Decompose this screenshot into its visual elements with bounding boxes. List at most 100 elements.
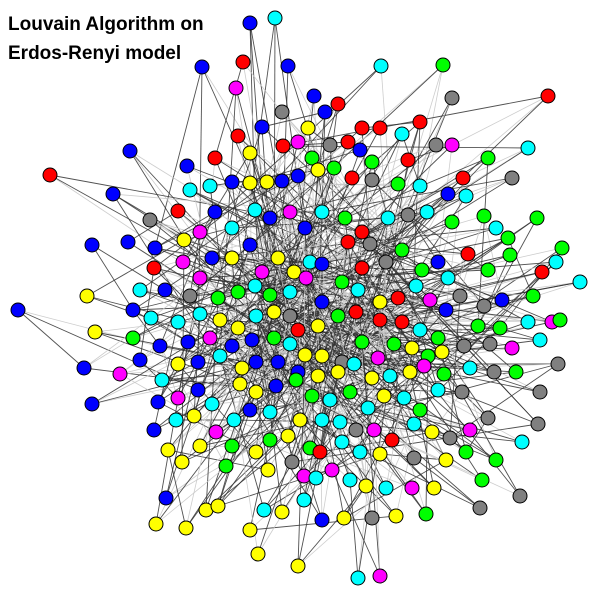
- node-blue: [190, 382, 206, 398]
- edge-intra: [219, 355, 265, 511]
- edge-inter: [337, 267, 363, 317]
- node-yellow: [426, 480, 442, 496]
- node-magenta: [370, 350, 386, 366]
- node-blue: [254, 119, 270, 135]
- node-blue: [262, 210, 278, 226]
- edge-intra: [321, 419, 397, 517]
- node-yellow: [192, 438, 208, 454]
- edge-intra: [415, 285, 461, 297]
- edge-inter: [415, 285, 534, 297]
- edge-intra: [261, 126, 279, 363]
- node-cyan: [212, 348, 228, 364]
- node-green: [330, 308, 346, 324]
- node-yellow: [250, 546, 266, 562]
- node-green: [326, 160, 342, 176]
- node-yellow: [260, 462, 276, 478]
- node-magenta: [504, 340, 520, 356]
- node-green: [436, 366, 452, 382]
- node-magenta: [324, 462, 340, 478]
- node-layer: [10, 10, 588, 586]
- node-green: [266, 330, 282, 346]
- node-green: [502, 247, 518, 263]
- node-cyan: [380, 210, 396, 226]
- edge-intra: [357, 375, 391, 579]
- node-cyan: [256, 502, 272, 518]
- edge-intra: [17, 309, 85, 369]
- node-green: [364, 154, 380, 170]
- node-magenta: [444, 137, 460, 153]
- node-cyan: [296, 492, 312, 508]
- node-yellow: [310, 368, 326, 384]
- node-green: [224, 438, 240, 454]
- node-blue: [158, 490, 174, 506]
- node-cyan: [406, 416, 422, 432]
- node-green: [480, 262, 496, 278]
- node-cyan: [462, 360, 478, 376]
- edge-intra: [231, 181, 253, 341]
- node-blue: [280, 58, 296, 74]
- node-yellow: [248, 444, 264, 460]
- edge-intra: [154, 211, 216, 249]
- node-magenta: [298, 270, 314, 286]
- node-blue: [317, 104, 333, 120]
- edge-intra: [249, 244, 363, 343]
- node-green: [508, 364, 524, 380]
- node-red: [312, 444, 328, 460]
- edge-intra: [205, 377, 373, 511]
- node-gray: [406, 450, 422, 466]
- node-yellow: [330, 364, 346, 380]
- edge-intra: [297, 354, 306, 567]
- node-cyan: [247, 278, 263, 294]
- node-magenta: [228, 80, 244, 96]
- node-red: [455, 170, 471, 186]
- node-blue: [314, 512, 330, 528]
- node-gray: [362, 236, 378, 252]
- edge-inter: [429, 299, 497, 461]
- node-blue: [248, 354, 264, 370]
- edge-intra: [153, 181, 268, 269]
- edge-intra: [304, 354, 481, 509]
- node-magenta: [282, 204, 298, 220]
- node-green: [444, 214, 460, 230]
- node-blue: [242, 402, 258, 418]
- edge-intra: [165, 361, 199, 499]
- edge-inter: [361, 267, 471, 369]
- edge-inter: [269, 64, 444, 219]
- node-blue: [76, 360, 92, 376]
- node-blue: [10, 302, 26, 318]
- node-yellow: [300, 120, 316, 136]
- node-red: [275, 138, 291, 154]
- node-green: [337, 210, 353, 226]
- node-cyan: [548, 254, 564, 270]
- node-red: [390, 290, 406, 306]
- node-magenta: [366, 422, 382, 438]
- edge-intra: [379, 301, 443, 353]
- edge-intra: [281, 180, 359, 291]
- node-cyan: [352, 444, 368, 460]
- node-cyan: [532, 332, 548, 348]
- figure-title-line-2: Erdos-Renyi model: [8, 43, 182, 64]
- node-red: [534, 264, 550, 280]
- node-cyan: [488, 220, 504, 236]
- node-green: [414, 262, 430, 278]
- node-gray: [532, 384, 548, 400]
- node-yellow: [186, 408, 202, 424]
- edge-intra: [255, 315, 323, 521]
- node-cyan: [396, 390, 412, 406]
- node-gray: [400, 207, 416, 223]
- edge-inter: [155, 315, 257, 525]
- node-magenta: [192, 224, 208, 240]
- node-green: [304, 388, 320, 404]
- edge-inter: [304, 227, 363, 269]
- edge-intra: [371, 179, 409, 216]
- edge-intra: [297, 485, 367, 567]
- node-cyan: [520, 314, 536, 330]
- node-red: [460, 246, 476, 262]
- node-cyan: [132, 282, 148, 298]
- node-green: [394, 242, 410, 258]
- node-red: [146, 260, 162, 276]
- node-red: [340, 234, 356, 250]
- node-cyan: [308, 470, 324, 486]
- node-cyan: [322, 392, 338, 408]
